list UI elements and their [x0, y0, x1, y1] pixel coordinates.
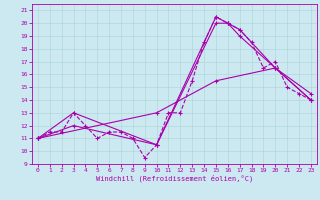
X-axis label: Windchill (Refroidissement éolien,°C): Windchill (Refroidissement éolien,°C): [96, 175, 253, 182]
